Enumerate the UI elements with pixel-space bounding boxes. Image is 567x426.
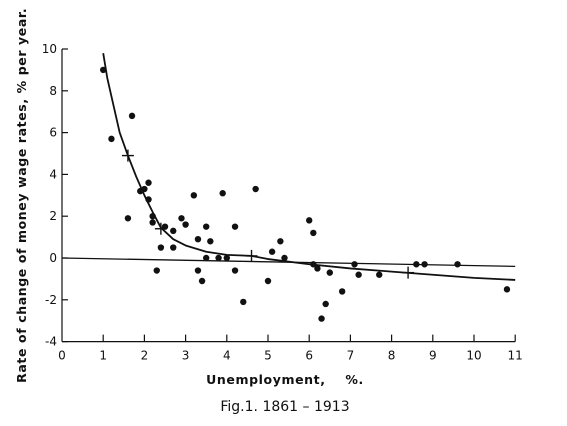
data-point	[207, 238, 214, 245]
x-tick-label: 6	[305, 349, 313, 363]
data-point	[310, 261, 317, 268]
data-point	[503, 286, 511, 293]
data-point	[128, 112, 136, 120]
y-tick-label: 8	[49, 84, 57, 98]
data-point	[149, 219, 156, 226]
data-point	[281, 254, 288, 262]
data-point	[264, 277, 272, 285]
data-point	[145, 179, 152, 186]
x-tick-label: 5	[264, 349, 272, 363]
x-tick-label: 7	[347, 349, 355, 363]
data-point	[252, 185, 259, 193]
y-tick-label: 4	[49, 167, 57, 181]
data-point	[141, 185, 148, 193]
axes	[61, 49, 516, 343]
data-point	[326, 269, 333, 276]
data-point	[203, 254, 210, 262]
data-point	[318, 315, 325, 322]
data-point	[198, 277, 206, 285]
data-point	[314, 265, 321, 272]
cross-marker	[402, 266, 415, 279]
data-point	[182, 221, 189, 228]
data-point	[223, 254, 230, 262]
x-tick-label: 4	[223, 349, 231, 363]
data-point	[100, 66, 107, 74]
data-point	[351, 261, 358, 268]
data-point	[194, 267, 202, 274]
data-point	[108, 135, 115, 143]
data-point	[421, 261, 428, 268]
data-point	[178, 215, 185, 222]
y-tick-label: 10	[42, 42, 57, 56]
x-tick-label: 10	[466, 349, 481, 363]
series	[61, 53, 516, 322]
x-tick-label: 11	[508, 349, 523, 363]
y-tick-label: -4	[45, 335, 57, 349]
x-tick-label: 9	[429, 349, 437, 363]
cross-marker	[245, 249, 258, 262]
data-point	[203, 223, 210, 230]
data-point	[306, 217, 313, 224]
y-ticks: -4 -2 0 2 4 6 8 10	[42, 42, 68, 349]
data-point	[231, 223, 239, 230]
fitted-curve	[102, 53, 516, 281]
data-point	[190, 192, 198, 199]
x-tick-label: 1	[99, 349, 107, 363]
data-point	[413, 261, 420, 268]
data-point	[124, 215, 132, 222]
x-ticks: 0 1 2 3 4 5 6 7 8 9 10 11	[58, 334, 523, 363]
data-point	[145, 196, 152, 203]
data-point	[454, 261, 461, 268]
x-tick-label: 3	[182, 349, 190, 363]
y-tick-label: 6	[49, 126, 57, 140]
y-tick-label: -2	[45, 293, 57, 307]
data-point	[149, 213, 156, 220]
data-point	[219, 190, 226, 197]
x-tick-label: 8	[388, 349, 396, 363]
data-point	[194, 235, 202, 243]
data-point	[277, 238, 284, 245]
figure-caption: Fig.1. 1861 – 1913	[220, 399, 349, 415]
cross-marker	[154, 222, 167, 235]
x-tick-label: 2	[141, 349, 149, 363]
data-point	[322, 300, 329, 308]
x-tick-label: 0	[58, 349, 66, 363]
data-point	[376, 271, 383, 278]
data-point	[231, 267, 239, 274]
x-axis-label: Unemployment, %.	[206, 372, 364, 387]
data-point	[170, 244, 177, 251]
data-point	[170, 227, 177, 235]
data-point	[240, 298, 247, 306]
cross-marker	[121, 149, 134, 162]
data-point	[310, 229, 317, 237]
data-point	[338, 288, 346, 295]
y-tick-label: 0	[49, 251, 57, 265]
data-point	[355, 271, 362, 278]
data-point	[153, 267, 160, 274]
y-axis-label: Rate of change of money wage rates, % pe…	[14, 8, 29, 383]
data-point	[157, 244, 165, 251]
data-point	[268, 248, 276, 255]
y-tick-label: 2	[49, 209, 57, 223]
data-point	[215, 254, 222, 262]
